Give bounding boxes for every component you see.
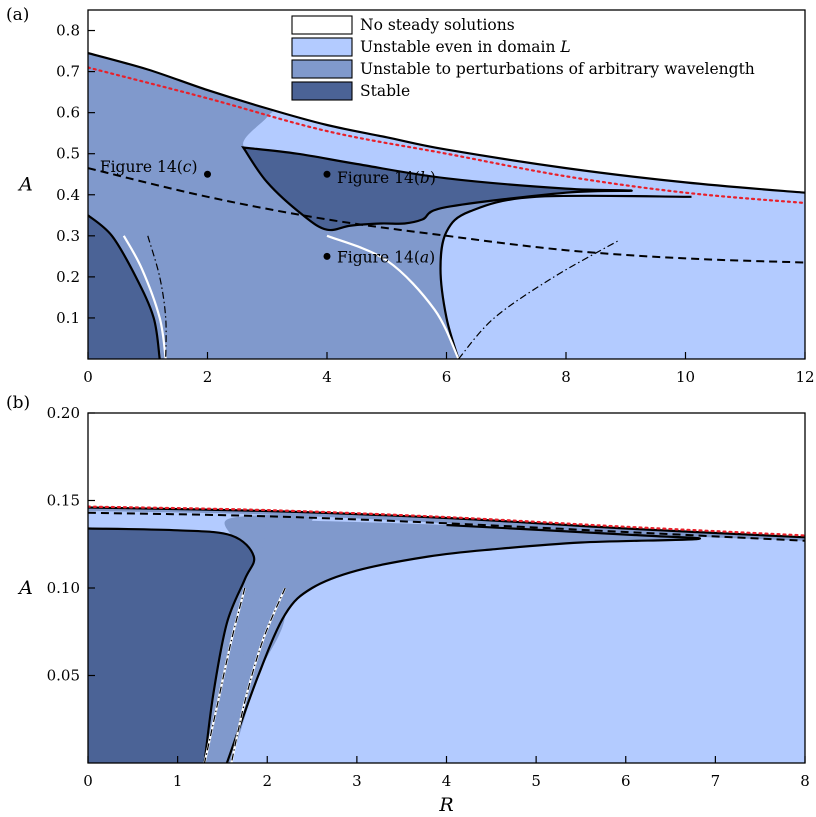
- legend: No steady solutions Unstable even in doma…: [291, 15, 755, 101]
- panel-b-ytick-label: 0.10: [47, 579, 80, 597]
- panel-b-label: (b): [6, 393, 30, 413]
- annotation-label: Figure 14(c): [100, 158, 198, 176]
- panel-a-xtick-label: 6: [442, 368, 452, 386]
- panel-b-xtick-label: 6: [621, 772, 631, 790]
- legend-entry-label: Unstable to perturbations of arbitrary w…: [360, 60, 755, 78]
- legend-entry-label: No steady solutions: [360, 16, 515, 34]
- panel-b-ytick-label: 0.05: [47, 667, 80, 685]
- panel-b-regions: [88, 505, 805, 763]
- region-mid-finger: [226, 519, 700, 763]
- panel-a-xtick-label: 8: [561, 368, 571, 386]
- panel-a-xtick-label: 12: [795, 368, 814, 386]
- panel-b-xtick-label: 3: [352, 772, 362, 790]
- panel-a-xtick-label: 4: [322, 368, 332, 386]
- panel-a-regions: [88, 52, 805, 359]
- panel-a-curve-dashed-black: [88, 167, 805, 264]
- legend-entry-label: Stable: [360, 82, 410, 100]
- panel-a-curve-dashdot-black: [458, 239, 621, 359]
- panel-a-ytick-label: 0.4: [56, 186, 80, 204]
- panel-a-curve-white: [122, 235, 167, 359]
- panel-a-ytick-label: 0.8: [56, 22, 80, 40]
- panel-a-xtick-label: 2: [203, 368, 213, 386]
- panel-b-xtick-label: 0: [83, 772, 93, 790]
- panel-a-label: (a): [6, 5, 29, 25]
- panel-a-ytick-label: 0.6: [56, 104, 80, 122]
- panel-a-ylabel: A: [17, 174, 33, 196]
- panel-a-ytick-label: 0.3: [56, 227, 80, 245]
- panel-a-ytick-label: 0.1: [56, 309, 80, 327]
- panel-b-xlabel: R: [438, 794, 453, 816]
- panel-a-ytick-label: 0.5: [56, 145, 80, 163]
- panel-a: Figure 14(a) Figure 14(b) Figure 14(c) No s…: [17, 9, 815, 386]
- panel-a-ytick-label: 0.2: [56, 268, 80, 286]
- panel-b-ylabel: A: [17, 577, 33, 599]
- legend-swatch: [291, 37, 353, 57]
- panel-b-xtick-label: 4: [442, 772, 452, 790]
- panel-a-xtick-label: 10: [676, 368, 695, 386]
- annotation-label: Figure 14(b): [337, 169, 436, 187]
- panel-a-ytick-label: 0.7: [56, 63, 80, 81]
- panel-b-curve-dashdot-black: [230, 587, 286, 763]
- annotation-point: [323, 252, 331, 260]
- panel-b-xtick-label: 8: [800, 772, 810, 790]
- annotation-point: [323, 170, 331, 178]
- panel-b: 0 1 2 3 4 5 6 7 8 0.05 0.10 0.15 0.20 A R: [17, 404, 810, 816]
- boundary-no-steady: [88, 52, 805, 194]
- region-stable: [88, 528, 255, 763]
- panel-b-xtick-label: 2: [262, 772, 272, 790]
- boundary-stable-corner: [88, 214, 161, 359]
- panel-a-xtick-label: 0: [83, 368, 93, 386]
- legend-swatch: [291, 81, 353, 101]
- region-stable-island: [241, 146, 633, 232]
- panel-b-curve-dotted-red: [88, 505, 805, 537]
- annotation-point: [204, 170, 211, 178]
- legend-entry-label: Unstable even in domain L: [360, 38, 571, 56]
- panel-b-ytick-label: 0.15: [47, 492, 80, 510]
- legend-swatch: [291, 59, 353, 79]
- panel-a-curve-dashdot-black: [147, 235, 167, 359]
- panel-b-curve-dashed-black: [88, 511, 805, 542]
- panel-b-ytick-label: 0.20: [47, 404, 80, 422]
- boundary-mid-finger: [225, 523, 701, 763]
- boundary-stable: [88, 527, 256, 763]
- panel-b-xtick-label: 5: [531, 772, 541, 790]
- annotation-label: Figure 14(a): [337, 248, 435, 266]
- boundary-mid-light: [439, 194, 692, 359]
- panel-b-curve-white: [203, 587, 246, 763]
- panel-a-curve-white: [326, 234, 460, 359]
- region-stable-corner: [88, 215, 160, 359]
- boundary-no-steady: [88, 506, 805, 539]
- legend-swatch: [291, 15, 353, 35]
- panel-b-xtick-label: 1: [173, 772, 183, 790]
- panel-b-xtick-label: 7: [711, 772, 721, 790]
- panel-a-curve-dotted-red: [88, 66, 805, 205]
